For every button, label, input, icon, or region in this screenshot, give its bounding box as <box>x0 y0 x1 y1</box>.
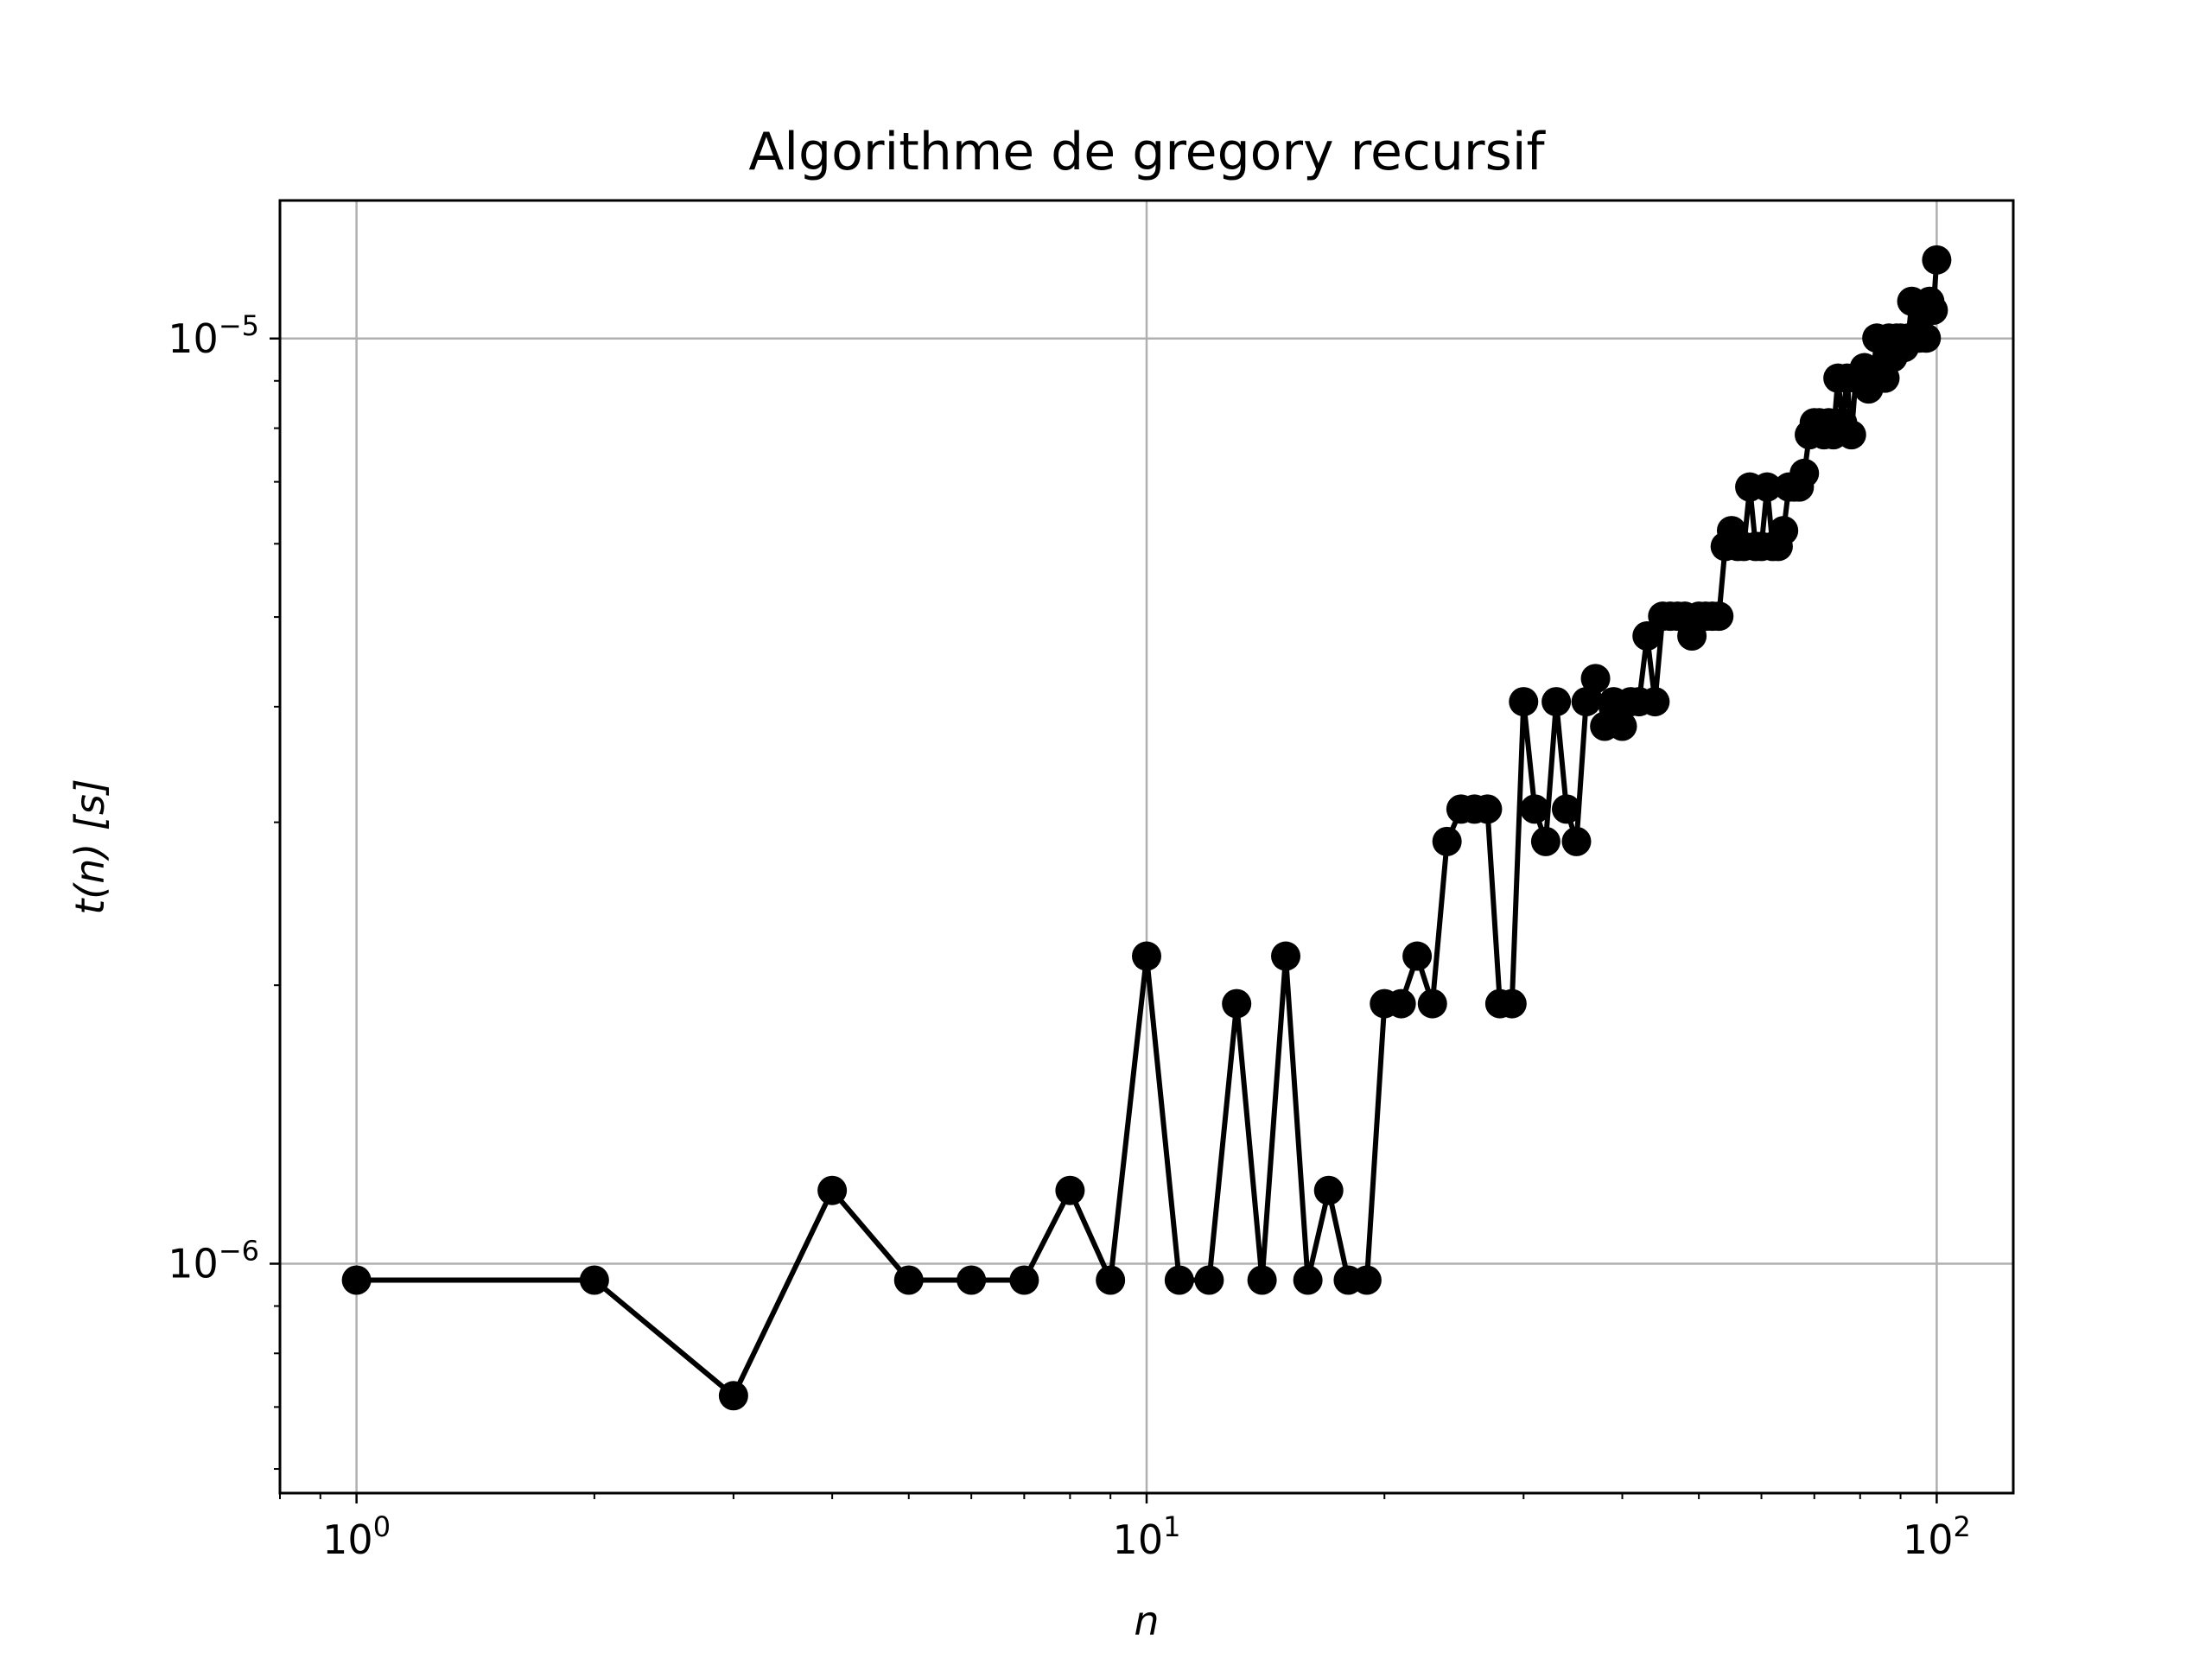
data-point <box>1009 1265 1039 1295</box>
data-point <box>1769 516 1799 546</box>
data-point <box>1911 323 1942 353</box>
y-axis: 10−6 10−5 <box>168 309 280 1471</box>
data-point <box>1520 794 1550 824</box>
data-point <box>1164 1265 1194 1295</box>
x-axis-label: n <box>1134 1598 1159 1644</box>
data-point <box>1351 1265 1382 1295</box>
data-point <box>1096 1265 1126 1295</box>
data-point <box>1222 988 1252 1019</box>
data-point <box>718 1381 748 1411</box>
chart-title: Algorithme de gregory recursif <box>748 122 1546 182</box>
x-tick-label: 101 <box>1113 1510 1181 1563</box>
data-point <box>1704 601 1734 632</box>
data-point <box>1789 458 1820 488</box>
y-tick-label: 10−6 <box>168 1235 259 1287</box>
x-tick-label: 102 <box>1903 1510 1971 1563</box>
data-point <box>1551 794 1581 824</box>
data-point <box>1571 687 1601 717</box>
data-point <box>1836 420 1866 450</box>
data-point <box>1417 988 1447 1019</box>
data-point <box>1509 687 1539 717</box>
data-point <box>1580 664 1611 694</box>
data-point <box>1271 941 1301 971</box>
data-point <box>1640 687 1670 717</box>
data-point <box>957 1265 987 1295</box>
data-point <box>1541 687 1572 717</box>
data-point <box>893 1265 924 1295</box>
data-point <box>1313 1175 1344 1205</box>
x-tick-label: 100 <box>322 1510 391 1563</box>
data-point <box>1918 296 1948 326</box>
data-point <box>1922 245 1952 275</box>
data-point <box>1055 1175 1085 1205</box>
y-tick-label: 10−5 <box>168 309 259 362</box>
data-point <box>1132 941 1161 971</box>
data-point <box>1561 826 1592 856</box>
y-axis-label: t(n) [s] <box>67 779 113 915</box>
data-point <box>1632 620 1662 651</box>
data-point <box>817 1175 848 1205</box>
data-point <box>1293 1265 1323 1295</box>
data-point <box>341 1265 372 1295</box>
data-point <box>1402 941 1433 971</box>
data-point <box>1530 826 1560 856</box>
data-point <box>1607 711 1637 741</box>
data-point <box>1497 988 1527 1019</box>
data-point <box>1247 1265 1277 1295</box>
data-point <box>1472 794 1503 824</box>
data-point <box>579 1265 609 1295</box>
data-point <box>1386 988 1416 1019</box>
x-axis: 100 101 102 <box>279 1493 1971 1563</box>
series-markers <box>341 245 1952 1411</box>
data-point <box>1432 826 1462 856</box>
data-point <box>1752 472 1783 502</box>
data-point <box>1194 1265 1224 1295</box>
